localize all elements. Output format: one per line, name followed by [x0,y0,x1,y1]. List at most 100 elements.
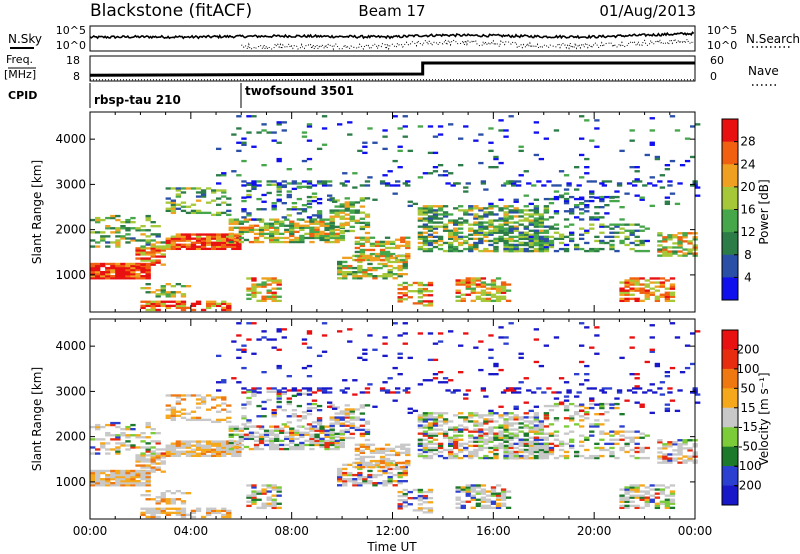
power-cell [528,243,534,247]
velocity-cell [528,446,534,450]
velocity-cell [160,494,166,497]
velocity-cell [508,438,514,441]
power-cell [309,228,315,232]
power-cell [216,213,222,217]
velocity-cell [405,447,411,451]
velocity-cell [266,338,272,341]
velocity-cell [483,422,489,425]
velocity-cell [130,444,136,447]
power-cell [468,243,474,247]
power-cell [342,277,348,280]
velocity-cell [352,478,358,481]
velocity-cell [538,420,545,423]
velocity-cell [236,334,242,337]
velocity-cell [211,511,217,515]
power-cell [427,227,434,230]
velocity-cell [503,436,509,439]
power-cell [397,296,403,299]
power-cell [402,281,408,285]
velocity-cell [422,379,429,382]
velocity-cell [145,507,151,510]
velocity-cell [200,440,207,443]
velocity-cell [228,441,234,445]
velocity-cell [289,445,295,449]
velocity-cell [221,396,227,399]
power-cell [475,297,482,301]
velocity-cell [503,450,509,454]
power-cell [261,164,267,167]
velocity-cell [589,434,595,437]
velocity-cell [130,484,136,487]
velocity-cell [246,400,252,404]
velocity-cell [518,454,524,458]
power-cell [291,180,298,183]
velocity-cell [276,490,282,493]
velocity-cell [228,425,234,428]
power-cell [221,189,227,192]
power-cell [427,247,434,251]
power-cell [382,264,388,268]
power-cell [175,283,182,286]
velocity-cell [140,446,146,449]
power-cell [453,239,459,243]
power-cell [145,277,151,280]
velocity-cell [483,395,489,398]
power-cell [495,285,502,288]
power-cell [221,245,227,248]
power-cell [364,223,371,227]
velocity-cell [422,416,429,419]
velocity-cell [347,340,353,343]
velocity-cell [384,389,391,392]
power-cell [344,221,350,225]
power-cell [165,241,171,244]
power-cell [384,246,391,250]
power-cell [442,174,449,177]
velocity-cell [195,448,202,451]
velocity-cell [140,464,146,467]
power-cell [558,237,565,241]
velocity-cell [195,406,202,409]
velocity-cell [281,391,287,394]
velocity-cell [624,399,630,402]
velocity-cell [246,494,252,497]
velocity-cell [125,482,131,485]
velocity-cell [226,410,232,413]
velocity-cell [594,334,600,337]
power-cell [654,289,661,292]
power-cell [634,281,640,284]
velocity-cell [241,406,247,410]
power-cell [145,287,151,290]
velocity-cell [334,441,340,445]
power-cell [216,241,222,244]
velocity-cell [442,456,449,460]
power-cell [437,174,444,177]
power-cell [417,296,424,299]
velocity-cell [498,416,504,419]
power-cell [553,223,560,226]
velocity-cell [634,373,640,376]
power-cell [619,231,625,234]
velocity-cell [594,326,600,329]
power-cell [538,249,545,253]
velocity-cell [672,449,678,452]
power-cell [392,159,398,163]
power-cell [211,304,217,308]
velocity-cell [407,497,413,500]
power-cell [402,298,408,301]
power-cell [369,236,376,239]
power-cell [105,241,111,244]
power-cell [339,229,345,233]
velocity-cell [180,440,187,443]
velocity-cell [206,509,212,513]
velocity-cell [211,442,217,445]
velocity-cell [266,390,272,393]
power-cell [274,232,280,236]
power-cell [359,242,366,246]
velocity-cell [294,433,300,436]
velocity-cell [569,417,575,420]
velocity-cell [664,494,671,497]
velocity-cell [599,454,605,458]
velocity-cell [493,454,499,458]
power-cell [362,273,368,276]
velocity-cell [367,334,373,337]
